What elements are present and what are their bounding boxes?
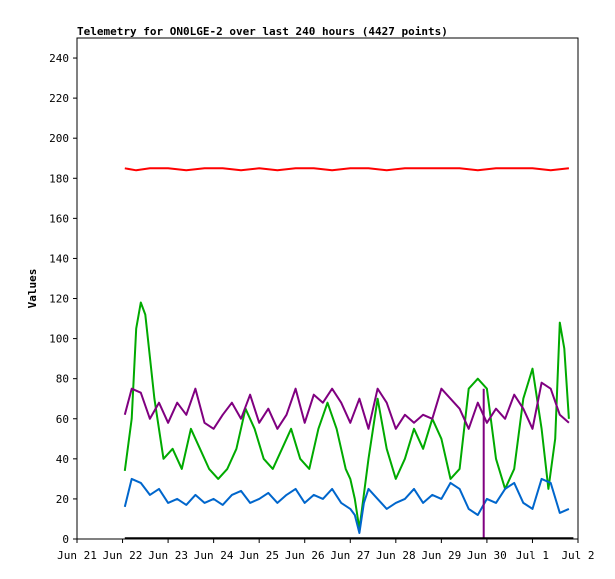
x-axis: Jun 21 Jun 22 Jun 23 Jun 24 Jun 25 Jun 26 Jun …: [57, 539, 595, 562]
x-tick-label: Jun 21: [57, 549, 97, 562]
y-tick-label: 220: [49, 92, 69, 105]
y-tick-label: 100: [49, 333, 69, 346]
series-line-0: [124, 167, 570, 172]
x-tick-label: Jun 23: [148, 549, 188, 562]
series-line-3: [123, 477, 570, 534]
x-tick-label: Jul 1: [516, 549, 549, 562]
series-group: [123, 167, 574, 540]
y-tick-label: 80: [56, 373, 69, 386]
y-axis: 0 20 40 60 80 100 120 140 160 180 200 220 240: [49, 52, 77, 546]
chart-title: Telemetry for ON0LGE-2 over last 240 hou…: [77, 25, 448, 38]
x-tick-label: Jun 26: [285, 549, 325, 562]
x-tick-label: Jun 29: [421, 549, 461, 562]
x-tick-label: Jun 28: [376, 549, 416, 562]
x-tick-label: Jun 24: [194, 549, 234, 562]
y-tick-label: 20: [56, 493, 69, 506]
y-tick-label: 140: [49, 252, 69, 265]
y-tick-label: 200: [49, 132, 69, 145]
y-tick-label: 40: [56, 453, 69, 466]
x-tick-label: Jun 30: [467, 549, 507, 562]
plot-frame: [76, 37, 579, 540]
y-tick-label: 240: [49, 52, 69, 65]
x-tick-label: Jun 25: [239, 549, 279, 562]
x-tick-label: Jun 27: [330, 549, 370, 562]
y-tick-label: 0: [62, 533, 69, 546]
y-tick-label: 60: [56, 413, 69, 426]
x-tick-label: Jun 22: [103, 549, 143, 562]
y-tick-label: 120: [49, 293, 69, 306]
y-tick-label: 160: [49, 212, 69, 225]
x-tick-label: Jul 2: [561, 549, 594, 562]
y-tick-label: 180: [49, 172, 69, 185]
y-axis-label: Values: [26, 269, 39, 309]
series-line-2: [123, 381, 570, 430]
